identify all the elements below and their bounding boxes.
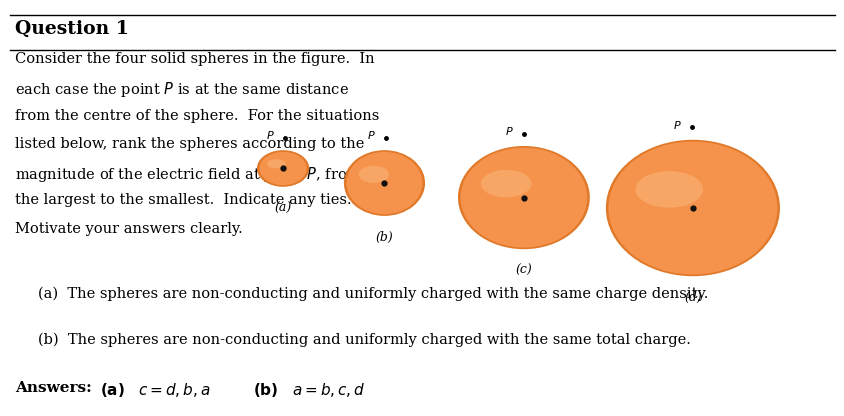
Text: Consider the four solid spheres in the figure.  In: Consider the four solid spheres in the f… bbox=[15, 52, 375, 66]
Text: Question 1: Question 1 bbox=[15, 20, 129, 38]
Text: (b): (b) bbox=[375, 231, 393, 244]
Text: Motivate your answers clearly.: Motivate your answers clearly. bbox=[15, 222, 243, 236]
Text: $a = b, c, d$: $a = b, c, d$ bbox=[291, 381, 365, 399]
Text: $P$: $P$ bbox=[366, 129, 376, 141]
Text: $P$: $P$ bbox=[266, 129, 275, 141]
Text: (b)  The spheres are non-conducting and uniformly charged with the same total ch: (b) The spheres are non-conducting and u… bbox=[38, 333, 690, 347]
Ellipse shape bbox=[257, 150, 309, 187]
Ellipse shape bbox=[267, 159, 285, 168]
Ellipse shape bbox=[346, 152, 422, 214]
Text: each case the point $P$ is at the same distance: each case the point $P$ is at the same d… bbox=[15, 80, 349, 99]
Ellipse shape bbox=[605, 140, 779, 276]
Ellipse shape bbox=[635, 171, 702, 208]
Ellipse shape bbox=[460, 148, 587, 248]
Ellipse shape bbox=[344, 150, 425, 216]
Ellipse shape bbox=[608, 141, 776, 275]
Ellipse shape bbox=[259, 152, 306, 185]
Text: from the centre of the sphere.  For the situations: from the centre of the sphere. For the s… bbox=[15, 109, 379, 123]
Text: (c): (c) bbox=[515, 264, 532, 277]
Text: (a): (a) bbox=[274, 202, 291, 215]
Text: (d): (d) bbox=[683, 291, 701, 304]
Text: $P$: $P$ bbox=[673, 119, 681, 131]
Ellipse shape bbox=[358, 166, 388, 183]
Ellipse shape bbox=[480, 170, 531, 197]
Text: $c = d, b, a$: $c = d, b, a$ bbox=[138, 381, 210, 399]
Text: Answers:: Answers: bbox=[15, 381, 92, 395]
Ellipse shape bbox=[457, 146, 589, 249]
Text: the largest to the smallest.  Indicate any ties.: the largest to the smallest. Indicate an… bbox=[15, 193, 351, 208]
Text: (a)  The spheres are non-conducting and uniformly charged with the same charge d: (a) The spheres are non-conducting and u… bbox=[38, 287, 707, 302]
Text: $\mathbf{(b)}$: $\mathbf{(b)}$ bbox=[253, 381, 279, 399]
Text: $\mathbf{(a)}$: $\mathbf{(a)}$ bbox=[100, 381, 124, 399]
Text: $P$: $P$ bbox=[505, 125, 513, 137]
Text: magnitude of the electric field at point $P$, from: magnitude of the electric field at point… bbox=[15, 165, 361, 184]
Text: listed below, rank the spheres according to the: listed below, rank the spheres according… bbox=[15, 137, 364, 151]
